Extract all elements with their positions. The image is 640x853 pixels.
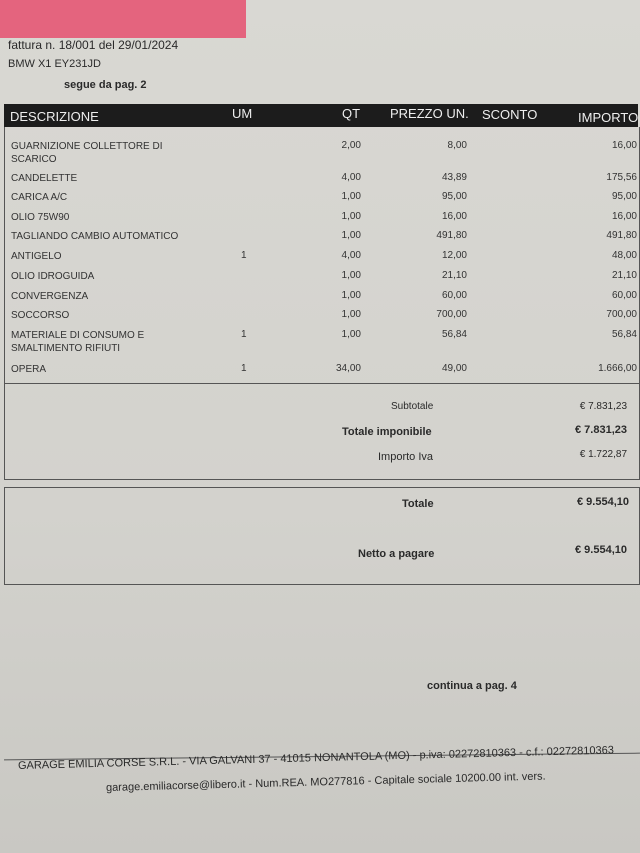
cell-desc: GUARNIZIONE COLLETTORE DI SCARICO (11, 141, 163, 165)
col-um: UM (232, 106, 253, 121)
col-qt: QT (342, 106, 361, 121)
footer-contacts: garage.emiliacorse@libero.it - Num.REA. … (105, 770, 546, 794)
net-value: € 9.554,10 (575, 544, 627, 556)
cell-qt: 34,00 (335, 363, 361, 374)
taxable-label: Totale imponibile (342, 426, 432, 438)
cell-amount: 56,84 (611, 329, 637, 340)
cell-amount: 95,00 (611, 191, 637, 202)
cell-desc: MATERIALE DI CONSUMO E SMALTIMENTO RIFIU… (11, 330, 145, 354)
cell-amount: 700,00 (606, 309, 637, 320)
total-value: € 9.554,10 (577, 496, 629, 508)
cell-desc: OLIO 75W90 (11, 212, 70, 223)
cell-price: 16,00 (441, 211, 467, 222)
total-label: Totale (402, 498, 434, 510)
cell-amount: 175,56 (606, 172, 637, 183)
cell-amount: 16,00 (611, 140, 637, 151)
totals-box: Subtotale € 7.831,23 Totale imponibile €… (4, 383, 640, 480)
cell-amount: 21,10 (611, 270, 637, 281)
cell-price: 8,00 (447, 140, 467, 151)
cell-qt: 1,00 (341, 191, 361, 202)
cell-desc: OPERA (11, 364, 47, 375)
cell-amount: 491,80 (606, 230, 637, 241)
subtotal-value: € 7.831,23 (579, 401, 627, 412)
cell-price: 60,00 (441, 290, 467, 301)
cell-price: 56,84 (441, 329, 467, 340)
vat-label: Importo Iva (378, 451, 434, 463)
cell-price: 95,00 (441, 191, 467, 202)
cell-amount: 60,00 (611, 290, 637, 301)
col-sconto: SCONTO (482, 107, 538, 122)
grand-total-box: Totale € 9.554,10 Netto a pagare € 9.554… (4, 487, 640, 585)
continued-from: segue da pag. 2 (64, 79, 147, 91)
cell-qt: 2,00 (341, 140, 361, 151)
vat-value: € 1.722,87 (579, 449, 627, 460)
cell-desc: TAGLIANDO CAMBIO AUTOMATICO (11, 231, 179, 242)
continues-on: continua a pag. 4 (427, 680, 517, 692)
divider (4, 383, 640, 384)
cell-price: 21,10 (441, 270, 467, 281)
cell-price: 43,89 (441, 172, 467, 183)
cell-desc: CANDELETTE (11, 173, 78, 184)
cell-amount: 1.666,00 (598, 363, 637, 374)
cell-price: 12,00 (441, 250, 467, 261)
cell-desc: CONVERGENZA (11, 291, 89, 302)
cell-price: 49,00 (441, 363, 467, 374)
cell-um: 1 (241, 329, 247, 340)
col-prezzo: PREZZO UN. (390, 106, 469, 121)
cell-desc: CARICA A/C (11, 192, 68, 203)
cell-qt: 1,00 (341, 230, 361, 241)
cell-desc: SOCCORSO (11, 310, 70, 321)
cell-qt: 1,00 (341, 270, 361, 281)
net-label: Netto a pagare (358, 548, 435, 560)
invoice-number: fattura n. 18/001 del 29/01/2024 (8, 38, 179, 52)
cell-qt: 1,00 (341, 290, 361, 301)
cell-price: 491,80 (436, 230, 467, 241)
cell-qt: 1,00 (341, 309, 361, 320)
items-table: GUARNIZIONE COLLETTORE DI SCARICO 2,00 8,0… (4, 127, 640, 383)
cell-qt: 1,00 (341, 329, 361, 340)
footer-company: GARAGE EMILIA CORSE S.R.L. - VIA GALVANI… (17, 744, 615, 772)
taxable-value: € 7.831,23 (575, 424, 627, 436)
table-header: DESCRIZIONE UM QT PREZZO UN. SCONTO IMPO… (4, 104, 638, 127)
vehicle: BMW X1 EY231JD (8, 58, 101, 70)
pink-redaction (0, 0, 246, 38)
cell-qt: 4,00 (341, 250, 361, 261)
cell-um: 1 (241, 250, 247, 261)
subtotal-label: Subtotale (391, 401, 434, 412)
cell-amount: 48,00 (611, 250, 637, 261)
cell-desc: OLIO IDROGUIDA (11, 271, 95, 282)
col-importo: IMPORTO (578, 110, 639, 125)
cell-desc: ANTIGELO (11, 251, 62, 262)
cell-price: 700,00 (436, 309, 467, 320)
col-descrizione: DESCRIZIONE (10, 109, 99, 124)
cell-qt: 4,00 (341, 172, 361, 183)
cell-um: 1 (241, 363, 247, 374)
cell-amount: 16,00 (611, 211, 637, 222)
cell-qt: 1,00 (341, 211, 361, 222)
